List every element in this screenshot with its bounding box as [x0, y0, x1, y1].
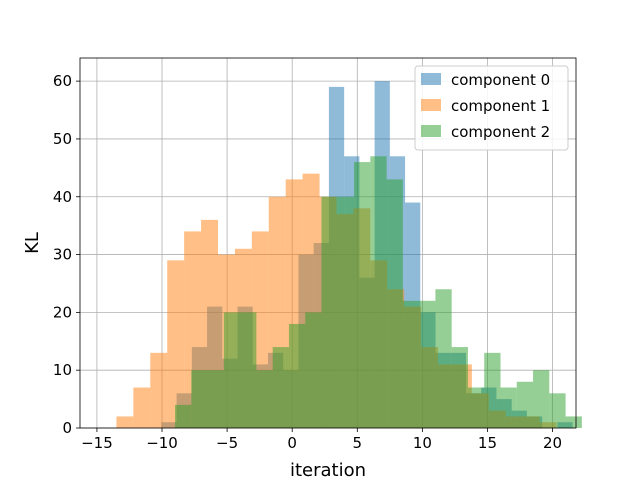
histogram-bar: [451, 347, 468, 428]
histogram-bar: [467, 387, 485, 428]
histogram-bar: [288, 323, 306, 428]
histogram-bar: [272, 347, 289, 428]
histogram-bar: [533, 370, 550, 428]
axis-ticks: −15 −10 −5 0 5 10 15 20 0 10 20 30 40 50 60: [53, 72, 562, 452]
x-tick-label: 0: [287, 434, 297, 452]
legend-label-component-0: component 0: [451, 71, 550, 89]
histogram-bars: [116, 81, 582, 428]
x-axis-label: iteration: [290, 460, 366, 480]
histogram-bar: [419, 300, 436, 428]
series-component-2: [175, 156, 582, 428]
histogram-bar: [175, 404, 192, 428]
histogram-bar: [516, 381, 534, 428]
legend-swatch-component-0: [421, 73, 441, 85]
histogram-bar: [133, 387, 151, 428]
legend-label-component-1: component 1: [451, 97, 550, 115]
histogram-bar: [337, 196, 355, 428]
histogram-bar: [370, 156, 387, 428]
y-tick-label: 50: [53, 130, 72, 148]
legend-box: [414, 65, 569, 151]
y-tick-label: 30: [53, 246, 72, 264]
histogram-bar: [167, 260, 185, 428]
y-tick-label: 20: [53, 303, 72, 321]
histogram-bar: [565, 416, 582, 428]
legend-swatch-component-1: [421, 99, 441, 111]
histogram-bar: [484, 352, 501, 428]
histogram-bar: [150, 352, 168, 428]
histogram-bar: [500, 387, 517, 428]
y-axis-label: KL: [22, 232, 43, 254]
histogram-bar: [223, 312, 241, 428]
histogram-bar: [116, 416, 134, 428]
histogram-bar: [435, 289, 452, 428]
histogram-bar: [240, 312, 257, 428]
y-tick-label: 40: [53, 188, 72, 206]
legend-swatch-component-2: [421, 125, 441, 137]
histogram-bar: [386, 179, 403, 428]
x-tick-label: −5: [216, 434, 238, 452]
legend-label-component-2: component 2: [451, 123, 550, 141]
x-tick-label: 10: [413, 434, 432, 452]
histogram-bar: [256, 370, 273, 428]
histogram-bar: [354, 162, 371, 428]
plot-frame: [79, 57, 577, 429]
y-tick-label: 10: [53, 361, 72, 379]
x-tick-label: −10: [146, 434, 178, 452]
histogram-bar: [305, 312, 322, 428]
histogram-bar: [549, 393, 566, 428]
histogram-bar: [207, 370, 224, 428]
legend: component 0 component 1 component 2: [414, 65, 569, 151]
x-tick-label: 5: [353, 434, 363, 452]
histogram-bar: [321, 196, 338, 428]
y-tick-label: 0: [62, 419, 72, 437]
x-tick-label: 15: [478, 434, 497, 452]
x-tick-label: −15: [81, 434, 113, 452]
x-tick-label: 20: [543, 434, 562, 452]
histogram-bar: [191, 370, 208, 428]
histogram-bar: [402, 300, 420, 428]
y-tick-label: 60: [53, 72, 72, 90]
